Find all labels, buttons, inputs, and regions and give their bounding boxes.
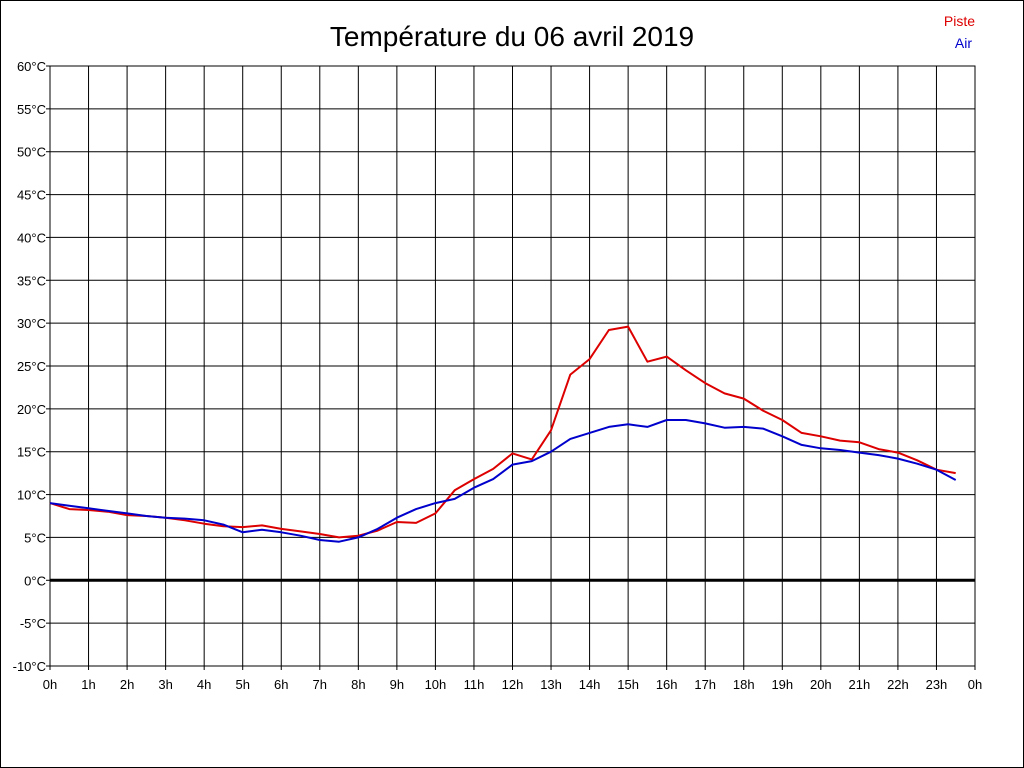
x-tick-label: 6h: [274, 677, 288, 692]
x-tick-label: 18h: [733, 677, 755, 692]
y-tick-label: 25°C: [17, 359, 46, 374]
x-tick-label: 7h: [313, 677, 327, 692]
y-tick-label: 20°C: [17, 402, 46, 417]
x-tick-label: 19h: [771, 677, 793, 692]
y-tick-label: -5°C: [20, 616, 46, 631]
x-tick-label: 0h: [43, 677, 57, 692]
y-tick-label: -10°C: [13, 659, 46, 674]
x-tick-label: 12h: [502, 677, 524, 692]
x-tick-label: 2h: [120, 677, 134, 692]
series-line-air: [49, 419, 957, 543]
x-tick-label: 14h: [579, 677, 601, 692]
x-tick-label: 21h: [849, 677, 871, 692]
legend: Piste Air: [944, 13, 975, 51]
x-tick-label: 16h: [656, 677, 678, 692]
x-tick-label: 0h: [968, 677, 982, 692]
x-tick-label: 11h: [464, 677, 485, 692]
y-tick-label: 15°C: [17, 445, 46, 460]
x-tick-label: 15h: [617, 677, 639, 692]
x-tick-label: 8h: [351, 677, 365, 692]
x-tick-label: 22h: [887, 677, 909, 692]
y-tick-label: 45°C: [17, 188, 46, 203]
y-axis-tick-labels: -10°C -5°C 0°C 5°C 10°C 15°C 20°C 25°C 30°C 35°C 4…: [13, 59, 46, 674]
axes: [46, 65, 976, 670]
legend-piste: Piste: [944, 13, 975, 29]
x-tick-label: 20h: [810, 677, 832, 692]
y-tick-label: 40°C: [17, 230, 46, 245]
x-tick-label: 23h: [926, 677, 948, 692]
y-tick-label: 35°C: [17, 273, 46, 288]
x-tick-label: 1h: [81, 677, 95, 692]
y-tick-label: 0°C: [24, 573, 46, 588]
x-tick-label: 13h: [540, 677, 562, 692]
y-tick-label: 60°C: [17, 59, 46, 74]
x-tick-label: 4h: [197, 677, 211, 692]
x-tick-label: 17h: [694, 677, 716, 692]
x-tick-label: 10h: [425, 677, 447, 692]
chart-title: Température du 06 avril 2019: [330, 21, 694, 52]
y-tick-label: 10°C: [17, 488, 46, 503]
grid: [49, 65, 976, 667]
series-line-piste: [49, 325, 956, 539]
plot-border: [49, 65, 976, 667]
y-tick-label: 50°C: [17, 145, 46, 160]
x-tick-label: 3h: [158, 677, 172, 692]
x-tick-label: 9h: [390, 677, 404, 692]
x-tick-label: 5h: [235, 677, 249, 692]
y-tick-label: 5°C: [24, 530, 46, 545]
y-tick-label: 55°C: [17, 102, 46, 117]
y-tick-label: 30°C: [17, 316, 46, 331]
x-axis-tick-labels: 0h 1h 2h 3h 4h 5h 6h 7h 8h 9h 10h 11h 12h 13h 14h 15h 16…: [43, 677, 982, 692]
legend-air: Air: [955, 35, 972, 51]
series-lines: [49, 325, 957, 543]
